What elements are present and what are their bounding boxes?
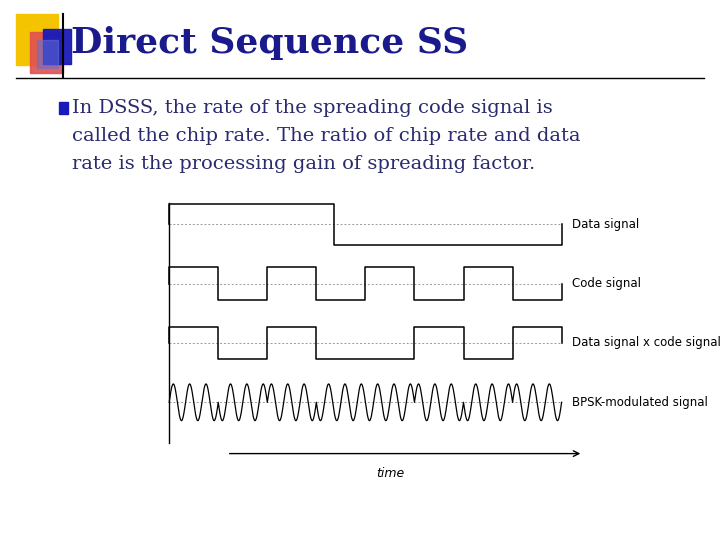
Bar [16,14,58,65]
Bar [30,32,63,73]
Text: called the chip rate. The ratio of chip rate and data: called the chip rate. The ratio of chip … [72,127,580,145]
Bar [37,40,58,68]
Text: BPSK-modulated signal: BPSK-modulated signal [572,396,708,409]
Bar [43,29,71,64]
Text: Data signal x code signal: Data signal x code signal [572,336,720,349]
Text: Code signal: Code signal [572,277,642,290]
Text: Data signal: Data signal [572,218,639,231]
Bar [59,102,68,114]
Text: In DSSS, the rate of the spreading code signal is: In DSSS, the rate of the spreading code … [72,99,553,117]
Text: Direct Sequence SS: Direct Sequence SS [71,26,468,60]
Text: rate is the processing gain of spreading factor.: rate is the processing gain of spreading… [72,155,535,173]
Text: time: time [377,467,405,480]
